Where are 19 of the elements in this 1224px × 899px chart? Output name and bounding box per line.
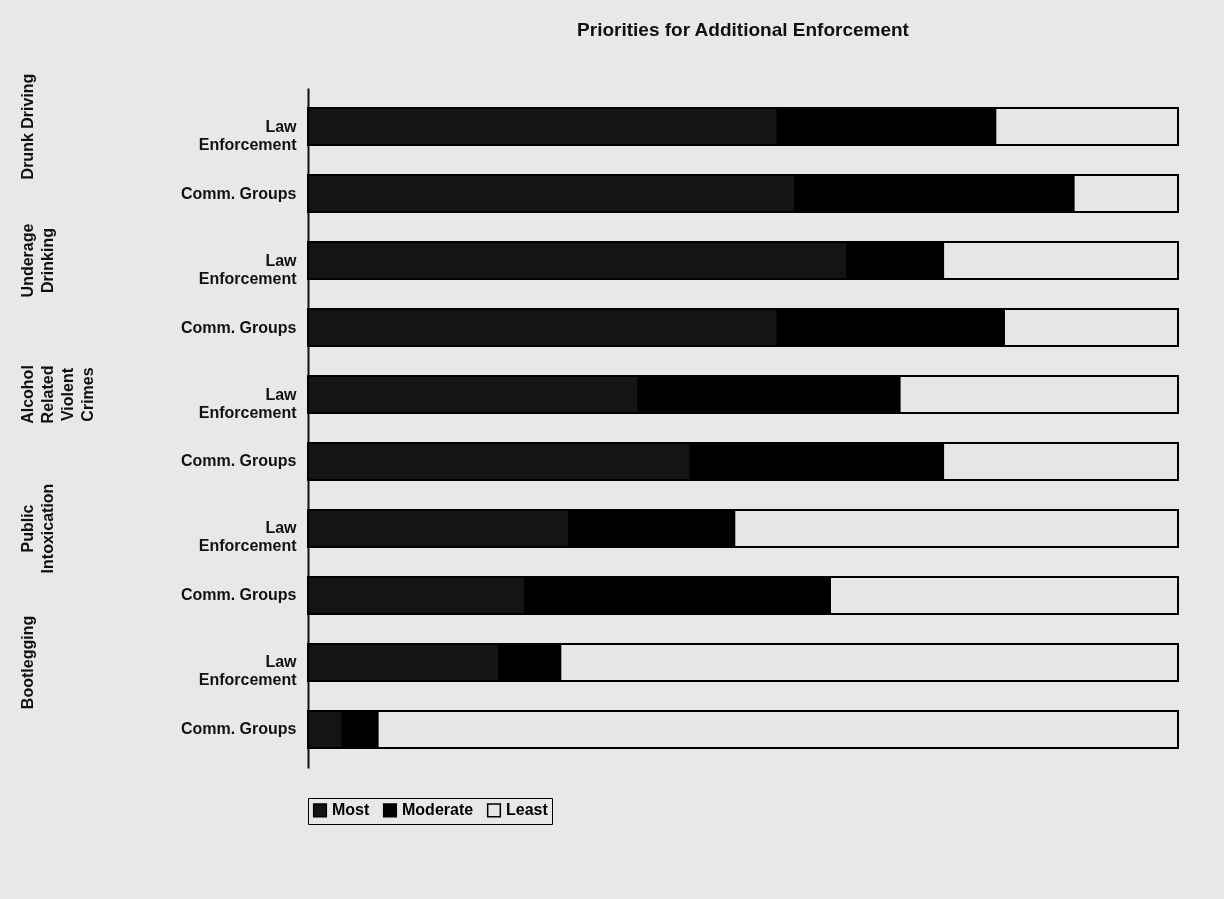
y-tick-label: Comm. Groups <box>180 586 297 604</box>
y-tick-label: Law Enforcement <box>198 385 298 421</box>
y-tick-label: Comm. Groups <box>180 720 297 738</box>
y-tick-label: Law Enforcement <box>198 251 298 287</box>
text: Alcohol Related Violent Crimes <box>19 365 96 424</box>
y-tick-label: Comm. Groups <box>180 318 297 336</box>
text: Bootlegging <box>19 615 36 710</box>
y-tick-label: Law Enforcement <box>198 519 298 555</box>
y-tick-label: Law Enforcement <box>198 117 298 153</box>
chart-title: Priorities for Additional Enforcement <box>577 18 910 40</box>
text: Drunk Driving <box>19 73 36 180</box>
y-tick-label: Comm. Groups <box>180 452 297 470</box>
text: Public Intoxication <box>19 483 56 574</box>
y-tick-label: Law Enforcement <box>198 653 298 689</box>
text: Underage Drinking <box>19 223 56 298</box>
legend-label: Most <box>332 801 370 819</box>
legend-label: Least <box>506 801 549 819</box>
legend-label: Moderate <box>402 801 474 819</box>
y-tick-label: Comm. Groups <box>180 184 297 202</box>
